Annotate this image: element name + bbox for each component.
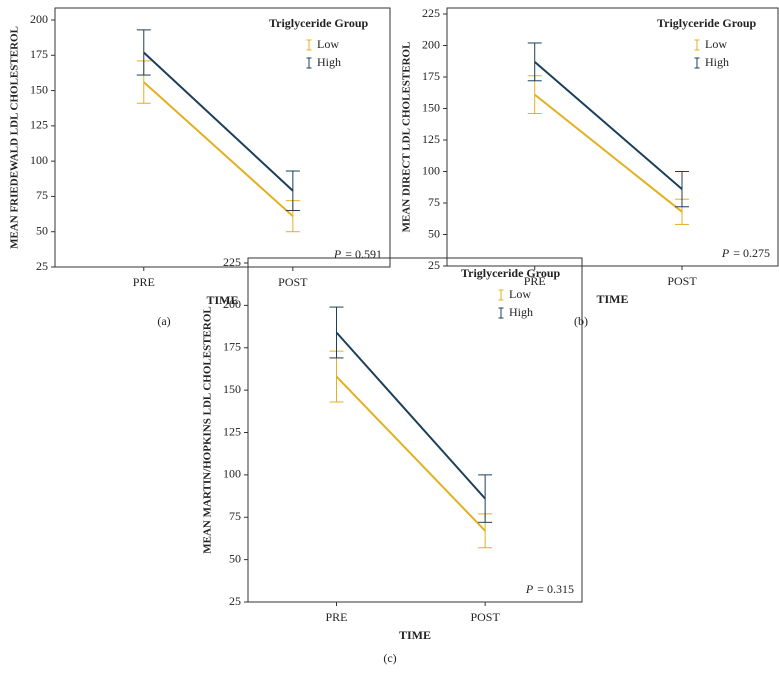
- x-tick-label: POST: [667, 274, 697, 288]
- y-tick-label: 200: [30, 12, 48, 26]
- error-bar: [329, 350, 344, 403]
- caption: (c): [383, 651, 396, 665]
- y-tick-label: 225: [223, 255, 241, 269]
- x-tick-label: POST: [278, 275, 308, 289]
- y-axis-label: MEAN MARTIN/HOPKINS LDL CHOLESTEROL: [202, 306, 214, 553]
- x-tick-label: PRE: [326, 610, 348, 624]
- y-tick-label: 175: [422, 69, 440, 83]
- y-tick-label: 25: [229, 594, 241, 608]
- annotation-text: = 0.275: [733, 246, 770, 260]
- annotation-symbol: P: [525, 582, 534, 596]
- series-line: [143, 51, 294, 192]
- series-line: [534, 93, 683, 213]
- legend-label: Low: [509, 287, 531, 301]
- y-tick-label: 225: [422, 6, 440, 20]
- y-tick-label: 75: [36, 188, 48, 202]
- legend-label: High: [509, 305, 533, 319]
- y-tick-label: 150: [223, 382, 241, 396]
- y-tick-label: 25: [36, 259, 48, 273]
- caption: (b): [574, 314, 588, 328]
- x-tick-label: POST: [470, 610, 500, 624]
- annotation-symbol: P: [333, 247, 342, 261]
- y-tick-label: 150: [30, 82, 48, 96]
- legend-title: Triglyceride Group: [461, 266, 561, 280]
- y-tick-label: 125: [422, 132, 440, 146]
- error-bar: [329, 306, 344, 359]
- error-bar: [285, 170, 300, 212]
- y-tick-label: 150: [422, 100, 440, 114]
- annotation: P = 0.315: [525, 582, 574, 596]
- plot-frame: [54, 7, 391, 268]
- series-line: [143, 81, 294, 217]
- annotation-text: = 0.315: [537, 582, 574, 596]
- caption: (a): [157, 314, 170, 328]
- error-bar: [527, 42, 542, 82]
- annotation-symbol: P: [721, 246, 730, 260]
- legend-label: High: [705, 55, 729, 69]
- y-axis-label: MEAN FRIEDEWALD LDL CHOLESTEROL: [9, 26, 21, 249]
- annotation: P = 0.591: [333, 247, 382, 261]
- y-tick-label: 100: [223, 467, 241, 481]
- y-tick-label: 50: [36, 223, 48, 237]
- plot-frame: [247, 257, 583, 603]
- error-bar: [527, 75, 542, 115]
- legend-title: Triglyceride Group: [269, 16, 369, 30]
- annotation-text: = 0.591: [345, 247, 382, 261]
- y-tick-label: 175: [223, 340, 241, 354]
- y-tick-label: 50: [428, 226, 440, 240]
- legend-label: Low: [317, 37, 339, 51]
- legend-label: Low: [705, 37, 727, 51]
- series-line: [335, 331, 486, 500]
- y-tick-label: 75: [229, 509, 241, 523]
- x-axis-label: TIME: [206, 293, 238, 307]
- y-tick-label: 125: [223, 424, 241, 438]
- y-axis-label: MEAN DIRECT LDL CHOLESTEROL: [401, 42, 413, 233]
- x-axis-label: TIME: [399, 628, 431, 642]
- error-bar: [675, 171, 690, 208]
- error-bar: [478, 474, 493, 523]
- y-tick-label: 25: [428, 258, 440, 272]
- y-tick-label: 125: [30, 118, 48, 132]
- series-line: [534, 61, 683, 190]
- legend-title: Triglyceride Group: [657, 16, 757, 30]
- y-tick-label: 100: [30, 153, 48, 167]
- x-axis-label: TIME: [596, 292, 628, 306]
- series-line: [335, 375, 486, 532]
- y-tick-label: 50: [229, 551, 241, 565]
- x-tick-label: PRE: [524, 274, 546, 288]
- error-bar: [136, 29, 151, 76]
- y-tick-label: 200: [223, 297, 241, 311]
- y-tick-label: 100: [422, 163, 440, 177]
- x-tick-label: PRE: [133, 275, 155, 289]
- y-tick-label: 200: [422, 37, 440, 51]
- y-tick-label: 175: [30, 47, 48, 61]
- plot-frame: [446, 7, 779, 267]
- annotation: P = 0.275: [721, 246, 770, 260]
- y-tick-label: 75: [428, 195, 440, 209]
- legend-label: High: [317, 55, 341, 69]
